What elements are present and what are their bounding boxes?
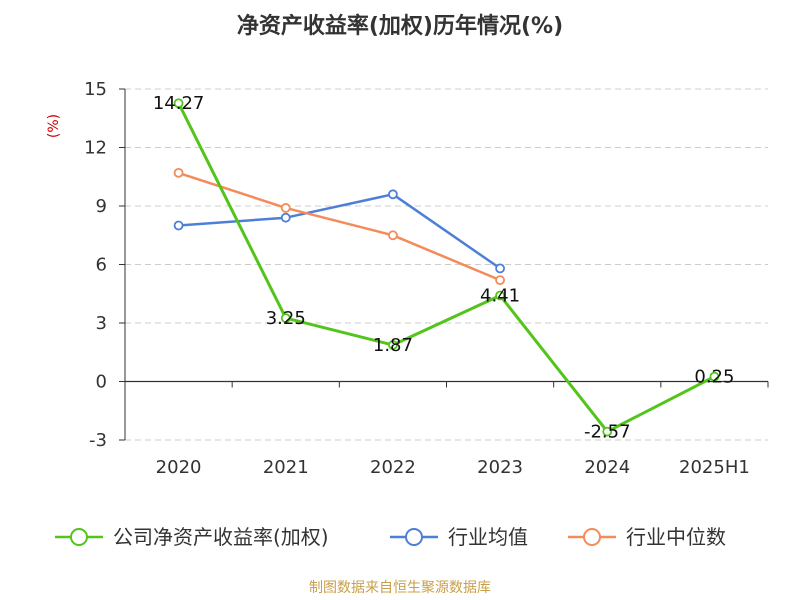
legend[interactable]: 公司净资产收益率(加权) 行业均值 行业中位数 xyxy=(55,525,726,549)
data-point xyxy=(173,220,184,231)
data-point xyxy=(388,340,398,350)
chart-title: 净资产收益率(加权)历年情况(%) xyxy=(237,13,563,39)
data-point xyxy=(495,275,505,286)
y-tick-label: 3 xyxy=(96,313,107,334)
data-labels: 14.27 3.25 1.87 4.41 -2.57 0.25 xyxy=(153,93,735,442)
y-axis-unit: (%) xyxy=(46,114,62,138)
x-tick-label: 2025H1 xyxy=(679,457,750,478)
data-point xyxy=(495,290,505,301)
y-tick-labels: 15 12 9 6 3 0 -3 xyxy=(84,79,107,451)
x-tick-label: 2021 xyxy=(263,457,309,478)
data-point xyxy=(388,230,398,241)
series-line-1 xyxy=(178,193,501,270)
data-label: 0.25 xyxy=(694,367,734,388)
y-tick-label: -3 xyxy=(89,430,107,451)
legend-swatch-marker xyxy=(70,528,88,546)
series-line-2 xyxy=(178,171,501,282)
x-tick-label: 2022 xyxy=(370,457,416,478)
x-tick-label: 2023 xyxy=(477,457,523,478)
series-line-0 xyxy=(177,102,716,434)
y-tick-label: 9 xyxy=(96,196,107,217)
data-label: 4.41 xyxy=(480,286,520,307)
data-point xyxy=(709,371,720,382)
x-tick-label: 2020 xyxy=(156,457,202,478)
data-point xyxy=(280,313,291,324)
y-tick-label: 6 xyxy=(96,255,107,276)
source-note: 制图数据来自恒生聚源数据库 xyxy=(309,580,491,596)
axes xyxy=(119,88,769,441)
y-tick-label: 0 xyxy=(96,372,107,393)
legend-swatch-marker xyxy=(405,528,423,546)
grid-lines xyxy=(125,88,768,441)
data-point xyxy=(388,189,398,200)
data-point xyxy=(173,98,184,109)
legend-label: 行业均值 xyxy=(448,525,528,549)
data-point xyxy=(173,167,184,178)
series-lines xyxy=(173,98,720,437)
data-point xyxy=(280,212,291,223)
y-tick-label: 15 xyxy=(84,79,107,100)
data-point xyxy=(280,203,291,213)
data-point xyxy=(602,426,613,437)
legend-swatch-marker xyxy=(583,528,601,546)
data-label: -2.57 xyxy=(584,422,631,443)
y-tick-label: 12 xyxy=(84,138,107,159)
x-tick-label: 2024 xyxy=(584,457,630,478)
data-label: 3.25 xyxy=(266,308,306,329)
data-label: 1.87 xyxy=(373,335,413,356)
data-label: 14.27 xyxy=(153,93,205,114)
legend-label: 行业中位数 xyxy=(626,525,726,549)
data-point xyxy=(495,263,505,274)
x-tick-labels: 2020 2021 2022 2023 2024 2025H1 xyxy=(156,457,750,478)
legend-label: 公司净资产收益率(加权) xyxy=(113,525,329,549)
